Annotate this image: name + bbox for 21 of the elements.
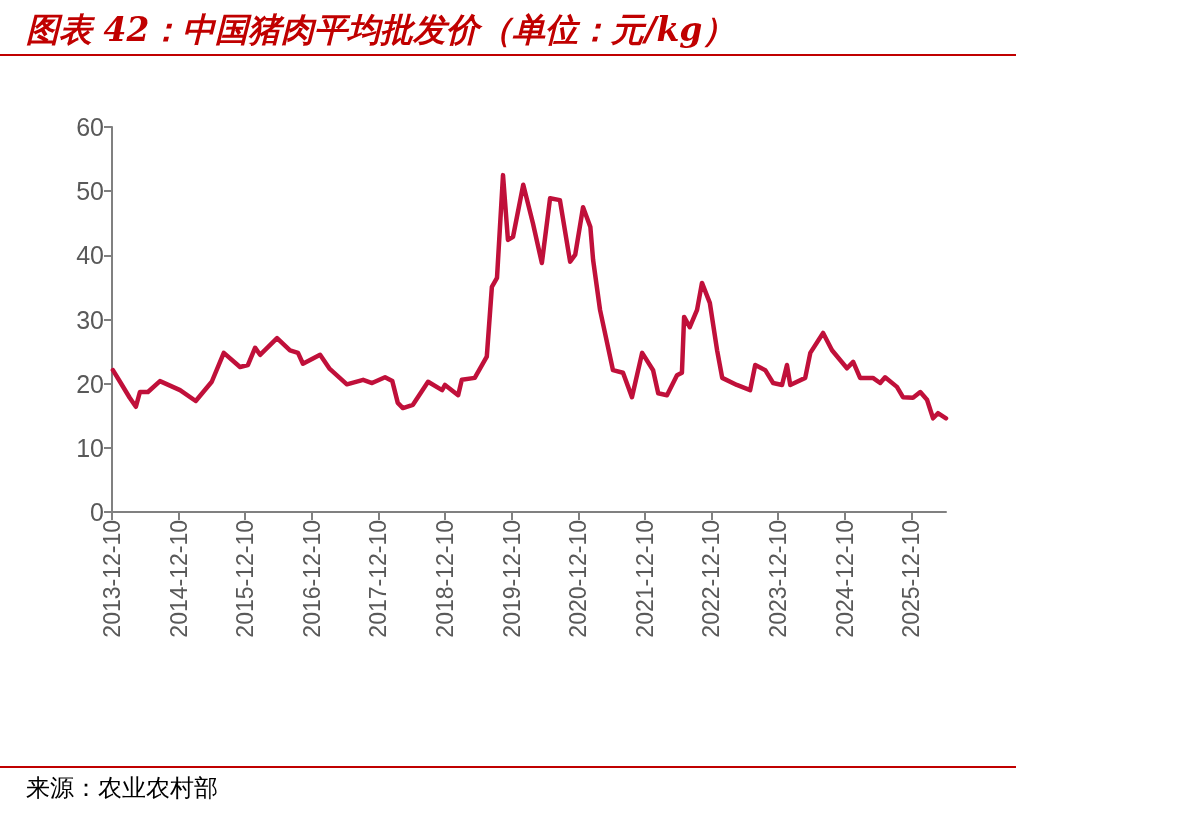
line-series: [110, 172, 949, 421]
y-tick-label: 60: [76, 113, 104, 141]
y-tick-label: 30: [76, 305, 104, 334]
x-tick-label: 2023-12-10: [765, 520, 792, 638]
y-tick-label: 40: [76, 241, 104, 270]
source-note: 来源：农业农村部: [26, 773, 218, 804]
y-tick-label: 10: [76, 433, 104, 462]
x-tick-label: 2024-12-10: [831, 520, 858, 638]
x-tick-label: 2016-12-10: [298, 520, 325, 638]
x-tick-label: 2019-12-10: [498, 520, 525, 638]
x-tick-label: 2022-12-10: [698, 520, 725, 638]
x-tick-label: 2014-12-10: [165, 520, 192, 638]
y-tick-label: 50: [76, 177, 104, 206]
x-tick-label: 2018-12-10: [432, 520, 459, 638]
chart-title: 图表 42：中国猪肉平均批发价（单位：元/kg）: [26, 9, 736, 51]
x-tick-label: 2015-12-10: [232, 520, 259, 638]
x-tick-label: 2021-12-10: [631, 520, 658, 638]
y-tick-label: 20: [76, 369, 104, 398]
x-tick-label: 2020-12-10: [565, 520, 592, 638]
x-tick-label: 2025-12-10: [898, 520, 925, 638]
x-tick-label: 2017-12-10: [365, 520, 392, 638]
